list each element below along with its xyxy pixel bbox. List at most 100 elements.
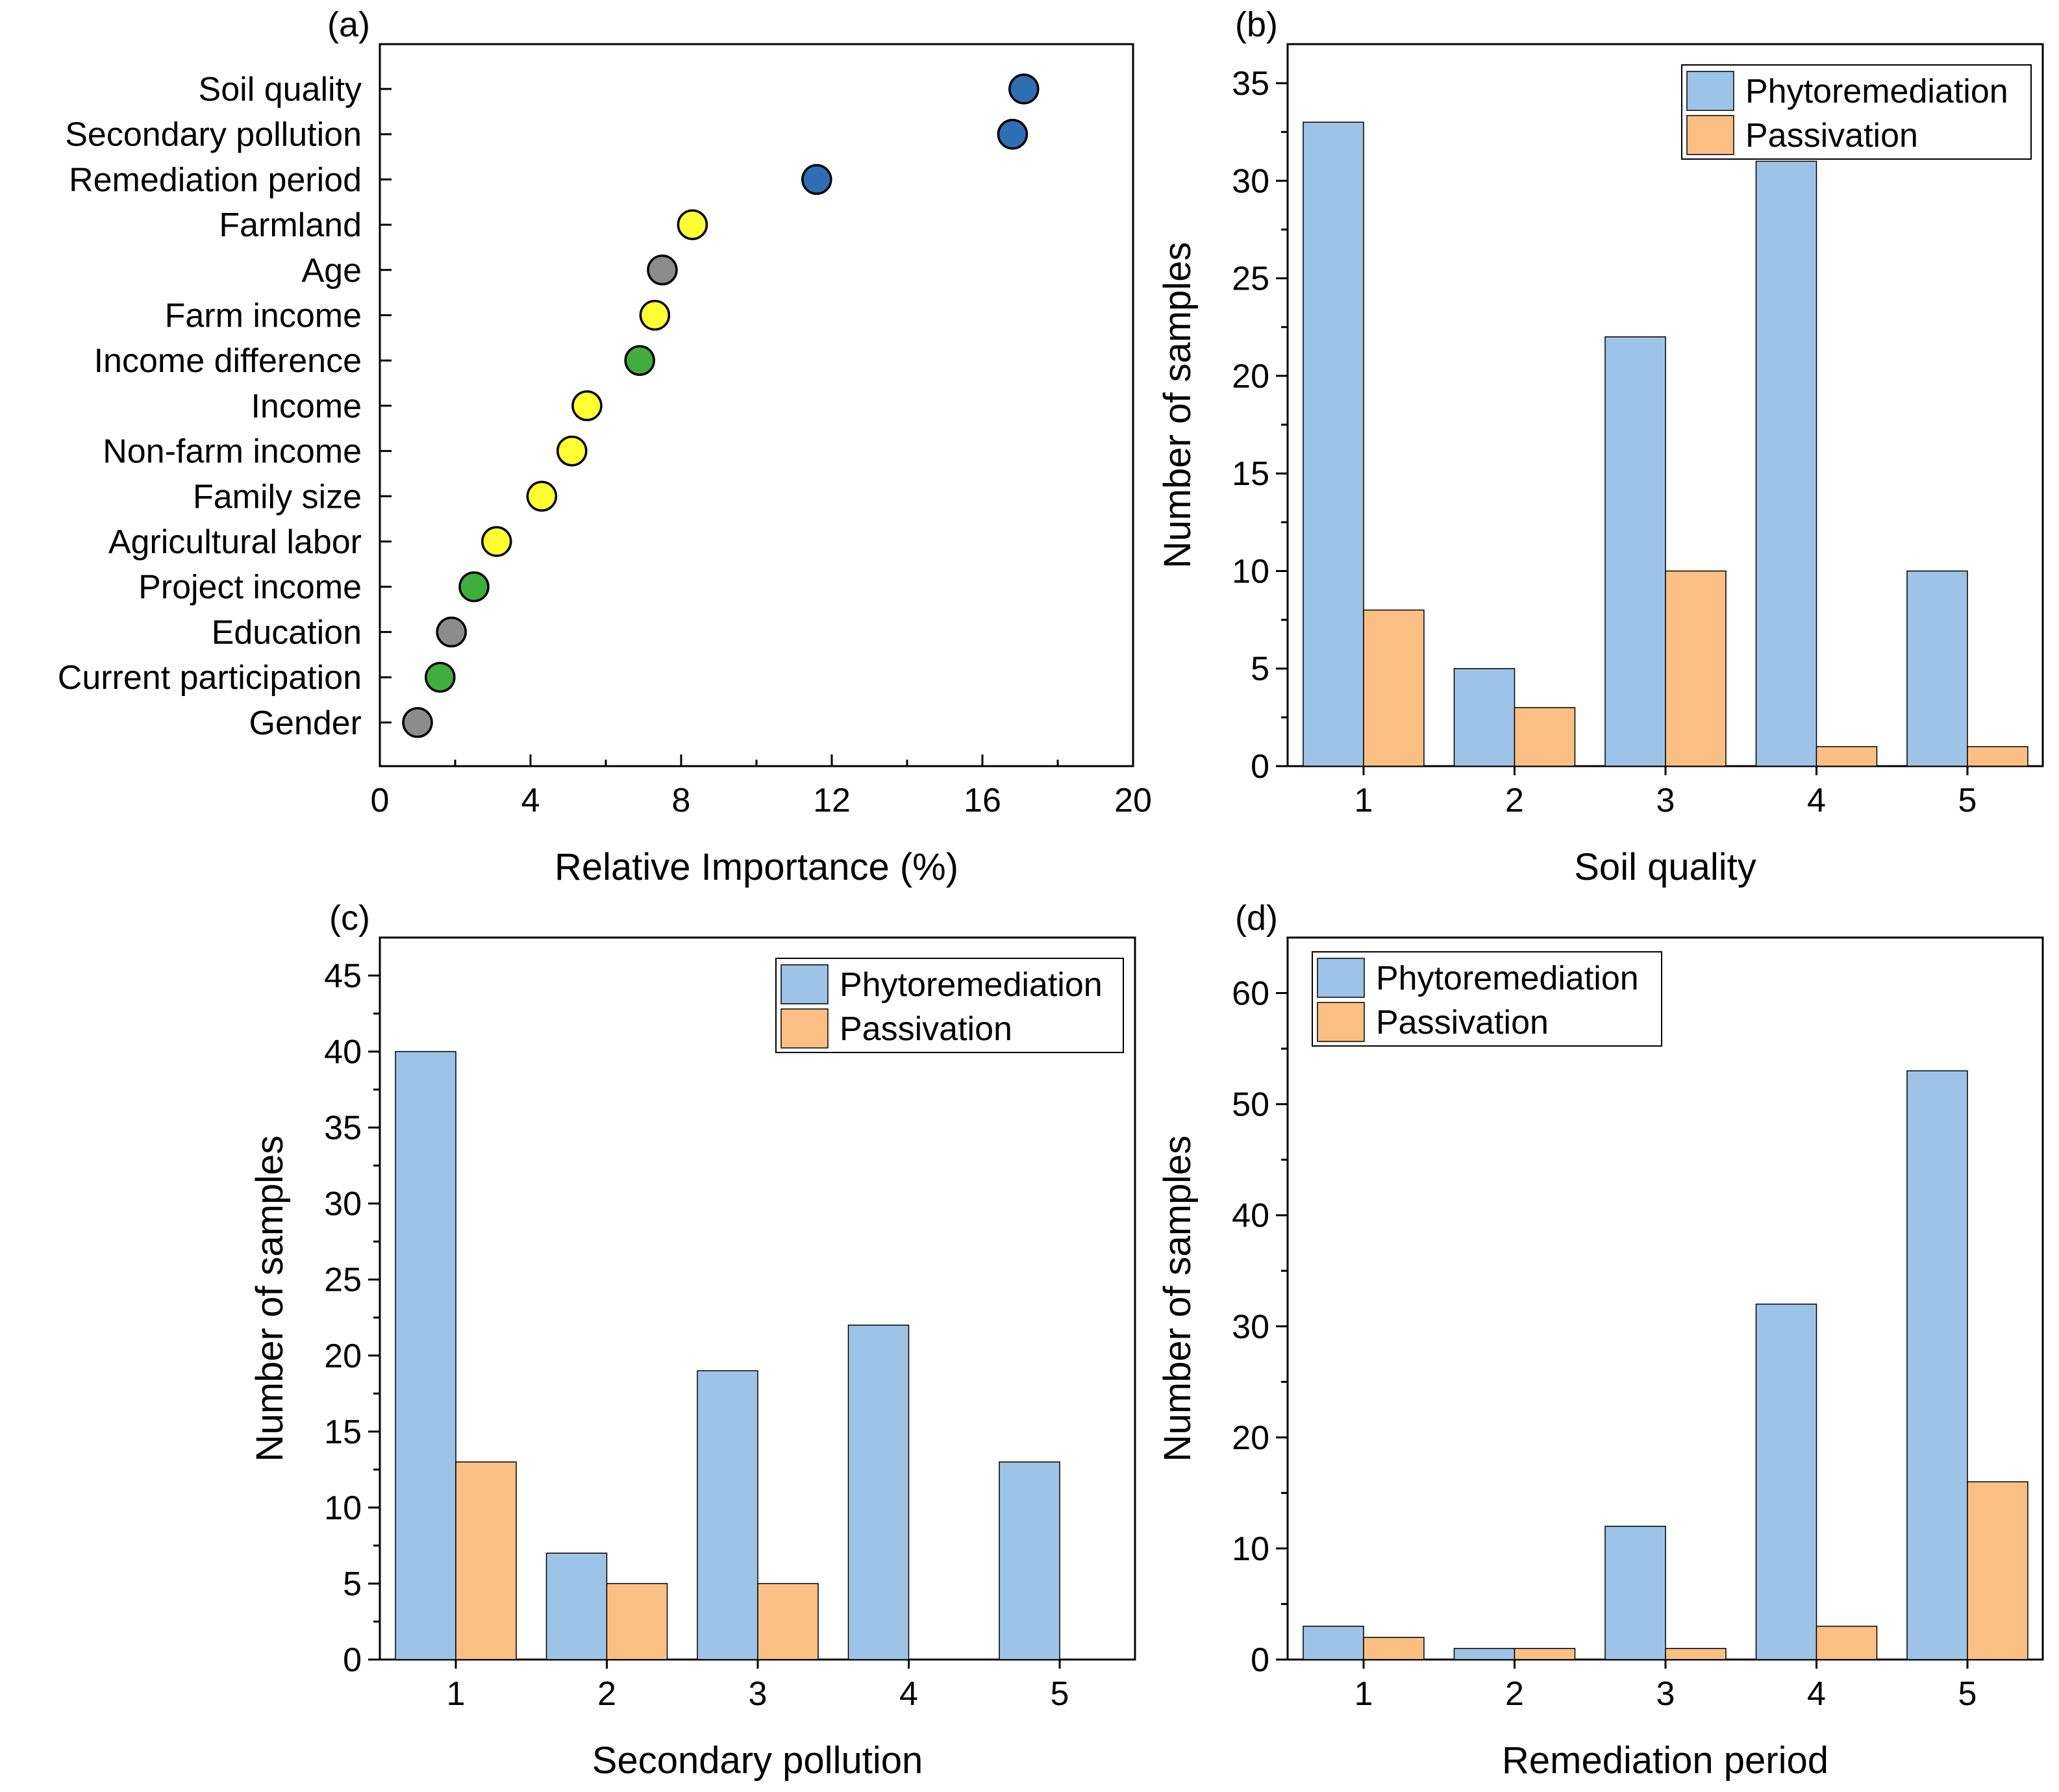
bar-passivation-1 (1363, 609, 1425, 767)
bar-phytoremediation-1 (1303, 121, 1364, 767)
panel-d: (d) 0 10 20 30 40 50 60 Number of samples Remedia… (1156, 899, 2044, 1782)
point-current-participation (425, 662, 456, 693)
x-axis-title: Remediation period (1502, 1739, 1828, 1782)
panel-label: (d) (1235, 899, 1278, 938)
y-tick-label: 5 (1251, 651, 1269, 688)
legend-box (1681, 64, 2032, 160)
y-tick-label: 30 (324, 1186, 362, 1223)
y-tick-label: 0 (1251, 748, 1269, 786)
y-tick-label: 10 (1232, 1530, 1269, 1568)
y-tick-label: 0 (1251, 1641, 1269, 1679)
legend-swatch-phytoremediation (1686, 71, 1734, 111)
x-tick-label: 1 (1354, 782, 1373, 819)
x-tick-label: 4 (521, 782, 540, 819)
y-tick-label: 10 (324, 1489, 362, 1527)
legend-swatch-passivation (780, 1008, 829, 1049)
y-tick-label: 35 (324, 1110, 362, 1147)
legend: Phytoremediation Passivation (1681, 64, 2032, 160)
legend-box (1312, 951, 1662, 1047)
legend-label-passivation: Passivation (1376, 1004, 1549, 1041)
y-tick-label-soil-quality: Soil quality (199, 71, 362, 108)
bar-passivation-4 (1816, 1625, 1878, 1660)
bar-passivation-2 (606, 1583, 668, 1660)
x-tick-label: 5 (1958, 782, 1977, 819)
y-tick-label: 45 (324, 958, 362, 995)
legend-swatch-passivation (1317, 1002, 1365, 1042)
y-tick-label: 0 (343, 1641, 362, 1679)
y-tick-label: 30 (1232, 1308, 1269, 1346)
y-tick-label: 5 (343, 1565, 362, 1603)
bar-passivation-3 (1665, 1648, 1727, 1660)
legend-label-passivation: Passivation (840, 1010, 1012, 1048)
y-tick-label: 25 (1232, 260, 1269, 298)
y-tick-label: 20 (324, 1338, 362, 1375)
y-tick-label: 15 (324, 1413, 362, 1451)
bar-passivation-1 (1363, 1637, 1425, 1660)
bar-passivation-5 (1967, 1481, 2028, 1660)
bar-phytoremediation-2 (1453, 1648, 1516, 1660)
point-secondary-pollution (997, 118, 1029, 150)
panel-label: (a) (327, 5, 370, 44)
y-tick-label: 60 (1232, 975, 1269, 1013)
y-tick-label-project-income: Project income (138, 569, 362, 606)
x-tick-label: 3 (1656, 782, 1675, 819)
y-tick-label-gender: Gender (249, 704, 362, 742)
legend-swatch-phytoremediation (780, 964, 829, 1004)
point-non-farm-income (556, 435, 588, 467)
y-tick-label-age: Age (301, 252, 362, 290)
point-education (436, 616, 467, 648)
legend-label-phytoremediation: Phytoremediation (840, 966, 1103, 1004)
bar-passivation-2 (1514, 1648, 1576, 1660)
panel-label: (b) (1235, 5, 1278, 44)
plot-frame (379, 43, 1134, 767)
x-tick-label: 12 (813, 782, 851, 819)
x-tick-label: 4 (1807, 1675, 1826, 1713)
y-axis-title: Number of samples (1156, 1136, 1199, 1462)
y-tick-label: 10 (1232, 553, 1269, 590)
bar-phytoremediation-3 (697, 1370, 758, 1660)
point-income (571, 390, 603, 421)
bar-passivation-1 (455, 1461, 517, 1660)
y-tick-label: 30 (1232, 162, 1269, 200)
bar-phytoremediation-1 (1303, 1625, 1364, 1660)
point-income-difference (624, 345, 655, 376)
bar-passivation-5 (1967, 746, 2028, 767)
x-tick-label: 0 (371, 782, 390, 819)
y-tick-label: 50 (1232, 1086, 1269, 1124)
legend-swatch-passivation (1686, 115, 1734, 155)
y-tick-label-education: Education (212, 614, 362, 651)
y-tick-label-remediation-period: Remediation period (69, 161, 362, 199)
y-tick-label-agricultural-labor: Agricultural labor (108, 523, 362, 561)
x-tick-label: 1 (447, 1675, 466, 1713)
bar-phytoremediation-5 (1906, 570, 1968, 767)
legend-label-phytoremediation: Phytoremediation (1745, 73, 2008, 110)
x-tick-label: 4 (1807, 782, 1826, 819)
bar-phytoremediation-2 (545, 1552, 608, 1660)
y-tick-label-secondary-pollution: Secondary pollution (65, 116, 362, 154)
panel-a: (a) 0 4 8 12 16 20 Relative Importance (%) Soil … (58, 5, 1152, 888)
x-tick-label: 1 (1354, 1675, 1373, 1713)
y-axis-title: Number of samples (1156, 242, 1199, 569)
x-tick-label: 5 (1051, 1675, 1069, 1713)
x-tick-label: 3 (749, 1675, 767, 1713)
legend: Phytoremediation Passivation (1312, 951, 1662, 1047)
bar-passivation-3 (757, 1583, 819, 1660)
bar-phytoremediation-5 (1906, 1070, 1968, 1660)
point-remediation-period (801, 164, 832, 195)
y-axis-title: Number of samples (249, 1136, 291, 1462)
x-tick-label: 5 (1958, 1675, 1977, 1713)
x-axis-title: Soil quality (1574, 846, 1756, 888)
y-tick-label-current-participation: Current participation (58, 659, 362, 697)
bar-passivation-3 (1665, 570, 1727, 767)
point-gender (402, 707, 433, 738)
y-tick-label-income: Income (251, 388, 362, 425)
x-tick-label: 8 (672, 782, 691, 819)
point-project-income (458, 571, 490, 603)
bar-phytoremediation-4 (847, 1325, 910, 1660)
y-tick-label-farm-income: Farm income (165, 297, 362, 335)
bar-phytoremediation-1 (395, 1051, 456, 1660)
y-tick-label: 40 (1232, 1197, 1269, 1235)
